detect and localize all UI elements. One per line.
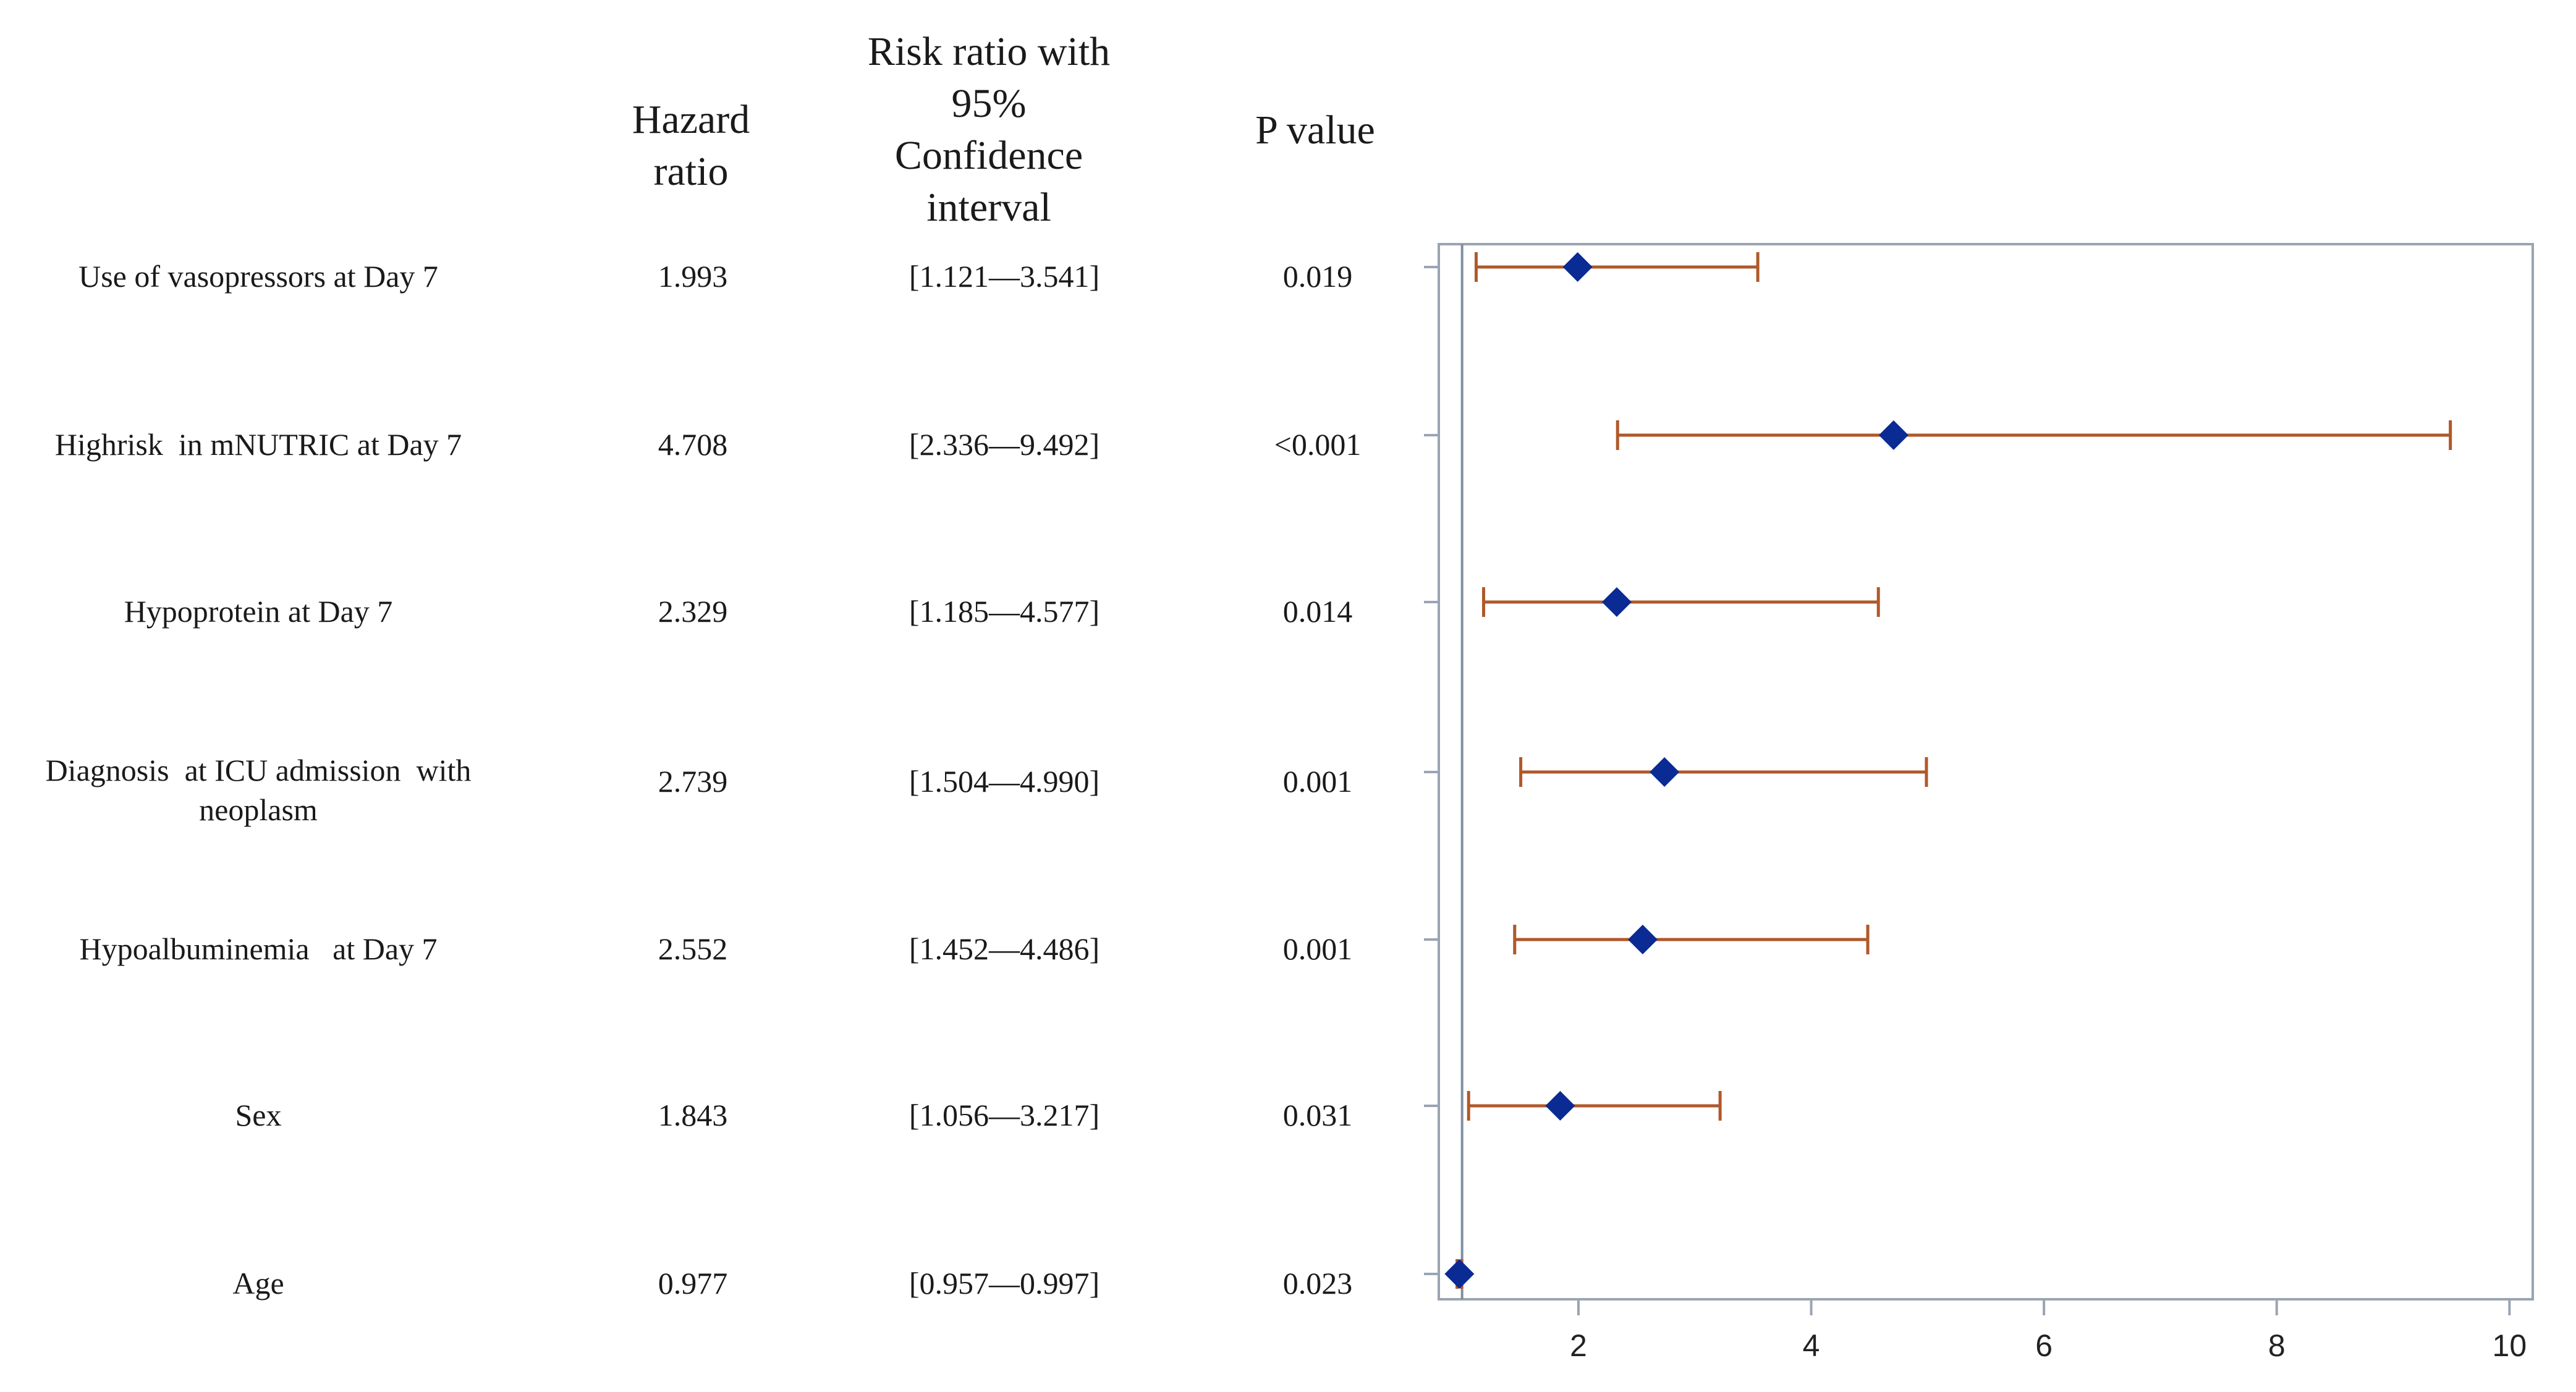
estimate-marker [1879,420,1909,450]
table-row: Sex 1.843 [1.056—3.217] 0.031 [235,1098,1353,1132]
y-axis-row-ticks [1424,267,1439,1274]
hazard-ratio-value: 1.993 [658,259,728,294]
table-header: Hazard ratio Risk ratio with 95% Confidence i… [632,29,1375,230]
p-value: 0.001 [1283,932,1353,966]
ci-interval [1476,252,1758,282]
row-label: Use of vasopressors at Day 7 [78,259,438,294]
confidence-interval-value: [1.121—3.541] [909,259,1099,294]
ci-interval [1617,420,2450,450]
confidence-interval-value: [0.957—0.997] [909,1266,1099,1301]
table-row: Highrisk in mNUTRIC at Day 7 4.708 [2.336—… [55,427,1361,462]
x-tick-label: 10 [2493,1328,2527,1363]
x-tick-label: 8 [2268,1328,2286,1363]
x-tick-label: 6 [2035,1328,2053,1363]
forest-plot: 2 4 6 8 10 [1424,244,2533,1363]
estimate-marker [1602,587,1632,617]
p-value: 0.014 [1283,594,1353,629]
header-risk-ratio-ci-line-3: interval [926,185,1051,230]
row-label: Hypoprotein at Day 7 [124,594,393,629]
table-row: Use of vasopressors at Day 7 1.993 [1.121—… [78,259,1352,294]
confidence-interval-value: [1.185—4.577] [909,594,1099,629]
hazard-ratio-value: 1.843 [658,1098,728,1132]
ci-interval [1468,1091,1720,1121]
row-label: Diagnosis at ICU admission with [46,753,472,787]
header-risk-ratio-ci-line-0: Risk ratio with [868,29,1110,74]
x-tick-label: 4 [1803,1328,1820,1363]
header-risk-ratio-ci-line-1: 95% [952,81,1027,126]
table-row: Hypoalbuminemia at Day 7 2.552 [1.452—4.48… [79,932,1352,966]
row-label: Age [232,1266,284,1301]
estimate-marker [1628,925,1658,954]
estimate-marker [1444,1259,1474,1289]
estimate-marker [1545,1091,1575,1121]
table-rows: Use of vasopressors at Day 7 1.993 [1.121—… [46,259,1362,1301]
hazard-ratio-value: 0.977 [658,1266,728,1301]
header-hazard-ratio-line-1: ratio [654,149,729,194]
table-row: Hypoprotein at Day 7 2.329 [1.185—4.577] 0.… [124,594,1353,629]
x-axis: 2 4 6 8 10 [1570,1299,2527,1363]
hazard-ratio-value: 2.552 [658,932,728,966]
confidence-interval-value: [1.452—4.486] [909,932,1099,966]
confidence-interval-value: [1.056—3.217] [909,1098,1099,1132]
forest-plot-figure: Hazard ratio Risk ratio with 95% Confidence i… [0,0,2576,1392]
p-value: 0.031 [1283,1098,1353,1132]
hazard-ratio-value: 2.329 [658,594,728,629]
header-risk-ratio-ci-line-2: Confidence [895,133,1083,178]
row-label: Sex [235,1098,282,1132]
ci-interval [1521,757,1926,787]
p-value: 0.001 [1283,764,1353,799]
estimate-marker [1650,757,1679,787]
table-row: Age 0.977 [0.957—0.997] 0.023 [232,1266,1352,1301]
row-label: Highrisk in mNUTRIC at Day 7 [55,427,462,462]
p-value: 0.019 [1283,259,1353,294]
p-value: 0.023 [1283,1266,1353,1301]
x-tick-label: 2 [1570,1328,1587,1363]
header-p-value-line-0: P value [1255,108,1375,153]
confidence-interval-value: [1.504—4.990] [909,764,1099,799]
row-label: Hypoalbuminemia at Day 7 [79,932,437,966]
confidence-intervals [1457,252,2451,1289]
confidence-interval-value: [2.336—9.492] [909,427,1099,462]
estimate-marker [1563,252,1593,282]
ci-interval [1515,925,1868,954]
header-hazard-ratio-line-0: Hazard [632,97,750,142]
ci-interval [1483,587,1878,617]
row-label: neoplasm [199,792,318,827]
hazard-ratio-value: 4.708 [658,427,728,462]
table-row: Diagnosis at ICU admission with neoplasm 2… [46,753,1353,827]
p-value: <0.001 [1274,427,1362,462]
hazard-ratio-value: 2.739 [658,764,728,799]
